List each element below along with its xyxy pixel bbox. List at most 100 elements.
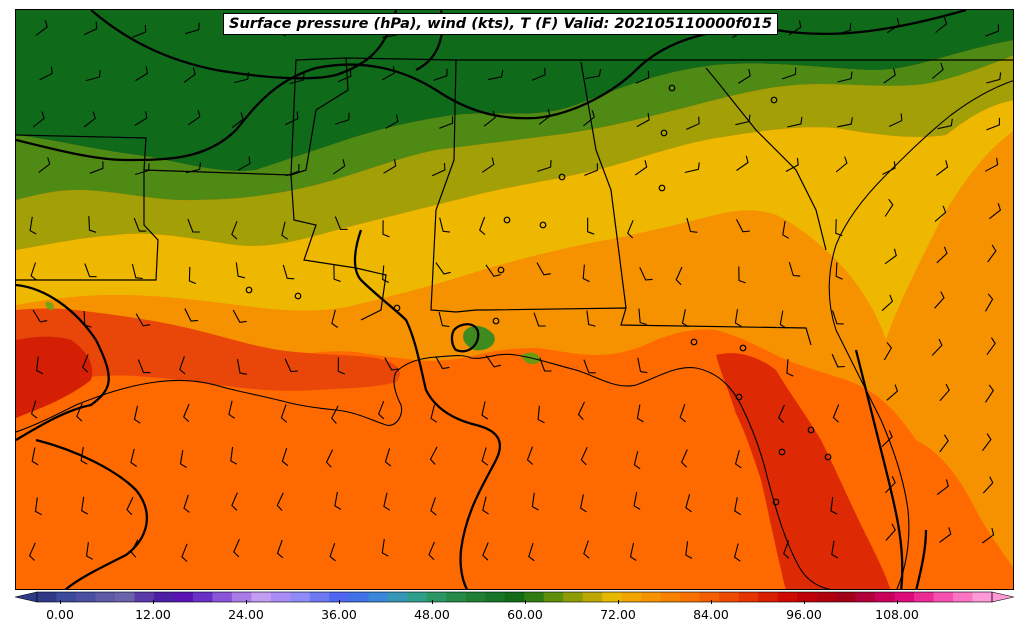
wind-barb [634,160,648,176]
colorbar-swatch [192,592,214,602]
wind-barb [536,262,551,276]
colorbar-swatch [836,592,857,602]
wind-barb [30,262,37,281]
wind-barb [684,162,700,174]
wind-barb [681,309,689,328]
wind-barb [785,157,799,172]
wind-barb [734,497,741,516]
wind-barb [483,110,496,127]
wind-barb [987,244,997,263]
wind-barb [685,541,693,559]
wind-barb [579,494,587,513]
wind-barb [383,492,391,511]
wind-barb [187,218,200,233]
wind-barb [937,118,953,130]
wind-barb [188,266,197,285]
wind-barb [282,264,295,280]
wind-barb [481,157,495,173]
wind-barb [86,542,93,560]
colorbar-swatch [602,592,623,602]
colorbar-swatch [56,592,77,602]
wind-barb [331,309,339,328]
wind-barb [934,205,947,222]
wind-barb [236,359,248,375]
wind-barb [583,359,596,374]
wind-barb [185,22,200,35]
wind-barb [281,221,289,240]
wind-barb [235,262,246,279]
colorbar-swatch [446,592,467,602]
overlay-group [16,10,1013,589]
wind-barb [35,20,48,36]
state-boundary [705,67,827,251]
colorbar-label-2: 24.00 [228,607,264,622]
wind-barb [382,220,390,238]
wind-barb [479,216,486,236]
wind-barb [135,313,151,327]
colorbar-swatch [329,592,350,602]
wind-barb [881,430,893,447]
colorbar-swatch [914,592,935,602]
wind-barb [531,492,539,511]
wind-barb [734,309,742,327]
wind-barb [337,69,352,83]
wind-barb [276,539,284,559]
colorbar-swatch [582,592,603,602]
colorbar-swatch [75,592,97,602]
wind-barb [130,539,139,558]
wind-barb [325,449,334,468]
wind-barb [231,492,238,511]
wind-barb [831,310,844,325]
wind-barb [585,69,602,80]
wind-barb [533,312,546,327]
colorbar-swatch [524,592,545,602]
wind-barb [778,404,785,423]
isobar [353,229,502,589]
wind-barb [584,163,598,176]
colorbar-label-4: 48.00 [414,607,450,622]
wind-barb [81,496,89,515]
wind-barb [382,265,390,283]
wind-barb [831,540,839,559]
wind-barb [231,221,238,240]
wind-barb [332,159,346,175]
wind-barb [334,216,348,231]
calm-wind-circle [735,393,743,401]
wind-barb [230,446,238,465]
wind-barb [228,400,236,419]
wind-barb [984,157,999,172]
wind-barb [627,220,634,239]
wind-barb [337,357,346,375]
band-gulf [16,377,786,589]
colorbar-swatch [738,592,759,602]
colorbar-tick-9 [897,600,898,604]
wind-barb [577,401,585,420]
wind-barb [882,161,896,175]
wind-barb [482,542,489,561]
isobar [16,283,110,441]
wind-barb [83,111,96,128]
colorbar-swatch [426,592,447,602]
wind-barb [289,73,305,85]
wind-barb [435,356,450,370]
wind-barb [485,264,501,277]
wind-barb [936,246,948,264]
wind-barb [939,527,952,543]
colorbar-swatch [933,592,954,602]
wind-barb [832,404,840,423]
wind-barb [537,160,552,172]
colorbar-swatch [894,592,915,602]
isobar [35,438,149,589]
wind-barb [635,70,650,84]
colorbar-swatch [816,592,837,602]
wind-barb [835,262,843,280]
wind-barb [985,384,994,403]
wind-barb [439,217,451,233]
colorbar-label-7: 84.00 [693,607,729,622]
colorbar-ticks: 0.00 12.00 24.00 36.00 48.00 60.00 72.00… [0,600,1022,630]
wind-barb [734,450,742,469]
wind-barb [884,248,897,265]
wind-barb [936,160,949,176]
wind-barb [183,403,190,423]
wind-barb [830,496,838,515]
